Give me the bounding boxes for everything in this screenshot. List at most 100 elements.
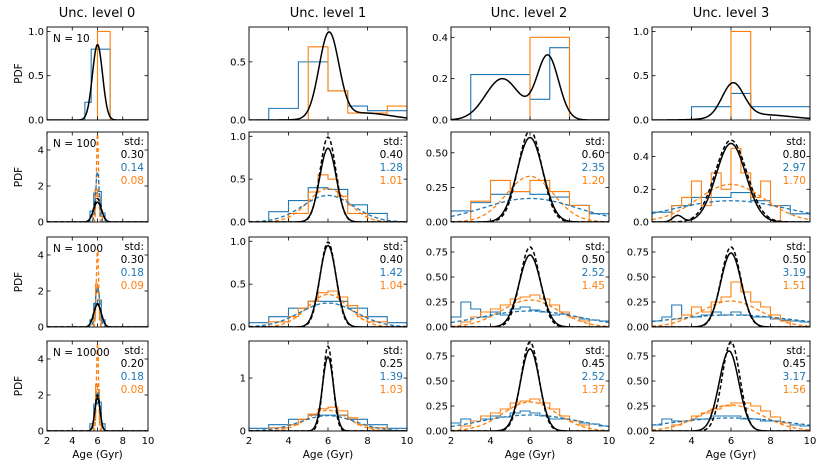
y-tick-label: 0.2	[432, 74, 448, 85]
x-tick-label: 10	[804, 436, 817, 447]
y-axis-label: PDF	[13, 376, 25, 396]
histogram-orange	[470, 179, 590, 222]
curve-black-solid	[47, 303, 148, 327]
std-value-blue: 0.14	[121, 162, 145, 174]
histogram-orange	[671, 402, 791, 431]
histogram-orange	[730, 30, 752, 120]
histogram-blue	[249, 300, 407, 327]
y-tick-label: 0.50	[627, 377, 649, 388]
column-title-3: Unc. level 3	[693, 6, 769, 21]
panel-r3-c2: 2 4 6 8 10 0.00 0.25 0.50 0.75 Age (Gyr) std:0.452…	[426, 340, 616, 461]
curve-orange-dashed	[652, 183, 810, 221]
std-value-black: 0.30	[121, 149, 144, 161]
std-value-orange: 0.08	[121, 384, 144, 396]
curve-orange-dashed	[249, 187, 407, 222]
panel-r0-c1: 0.0 0.5	[230, 26, 408, 127]
std-value-black: 0.40	[380, 254, 403, 266]
x-tick-label: 4	[688, 436, 694, 447]
y-tick-label: 0.25	[426, 298, 448, 309]
std-value-black: 0.40	[380, 149, 403, 161]
std-value-blue: 3.19	[783, 267, 806, 279]
curve-black-dashed	[47, 394, 148, 431]
y-tick-label: 0.75	[627, 248, 649, 259]
y-tick-label: 0.5	[230, 57, 246, 68]
histogram-orange	[268, 406, 388, 431]
y-tick-label: 0	[38, 427, 44, 438]
y-tick-label: 0.25	[426, 183, 448, 194]
y-tick-label: 0.25	[627, 298, 649, 309]
curve-orange-dashed	[451, 401, 609, 431]
column-title-0: Unc. level 0	[59, 6, 135, 21]
panel-r3-c3: 2 4 6 8 10 0.00 0.25 0.50 0.75 Age (Gyr) std:0.453…	[627, 340, 817, 461]
panel-r1-c1: 0.0 0.5 1.0 std:0.401.281.01	[230, 131, 408, 229]
std-value-blue: 3.17	[783, 371, 806, 383]
x-tick-label: 10	[603, 436, 616, 447]
histogram-orange	[268, 290, 388, 327]
plot-area	[451, 246, 609, 327]
x-axis-label: Age (Gyr)	[706, 449, 757, 461]
std-value-black: 0.45	[582, 358, 605, 370]
y-tick-label: 0.4	[633, 152, 649, 163]
std-value-orange: 0.08	[121, 175, 144, 187]
std-value-black: 0.50	[582, 254, 605, 266]
y-tick-label: 2	[38, 287, 44, 298]
x-tick-label: 2	[448, 436, 454, 447]
std-value-orange: 0.09	[121, 280, 144, 292]
histogram-blue	[690, 92, 810, 120]
curve-orange-dashed	[451, 299, 609, 327]
column-title-1: Unc. level 1	[290, 6, 366, 21]
column-title-2: Unc. level 2	[491, 6, 567, 21]
curve-black-solid	[47, 396, 148, 431]
y-tick-label: 0.2	[633, 185, 649, 196]
y-tick-label: 2	[38, 182, 44, 193]
std-value-orange: 1.56	[783, 384, 807, 396]
x-axis-label: Age (Gyr)	[303, 449, 354, 461]
y-tick-label: 0	[240, 427, 246, 438]
std-header: std:	[383, 136, 403, 148]
y-axis-label: PDF	[13, 167, 25, 187]
curve-black-solid	[249, 147, 407, 222]
panel-r1-c2: 0.00 0.25 0.50 std:0.602.351.20	[426, 131, 610, 229]
std-header: std:	[786, 345, 806, 357]
row-label: N = 10000	[53, 347, 110, 359]
y-tick-label: 1.0	[230, 132, 246, 143]
histogram-blue	[451, 190, 609, 222]
x-tick-label: 10	[142, 436, 155, 447]
histogram-blue	[268, 187, 388, 222]
y-tick-label: 0.00	[627, 323, 649, 334]
y-tick-label: 1.0	[633, 27, 649, 38]
y-tick-label: 0.0	[230, 323, 246, 334]
x-tick-label: 8	[566, 436, 572, 447]
y-tick-label: 2	[38, 391, 44, 402]
y-tick-label: 0.0	[633, 218, 649, 229]
x-tick-label: 6	[728, 436, 734, 447]
std-value-orange: 1.37	[582, 384, 605, 396]
panel-r0-c3: 0.0 0.5 1.0	[633, 26, 811, 127]
y-tick-label: 0	[38, 218, 44, 229]
curve-orange-dashed	[249, 293, 407, 327]
plot-area	[249, 241, 407, 327]
curve-blue-dashed	[249, 194, 407, 222]
plot-area	[47, 30, 148, 120]
y-tick-label: 0.0	[633, 116, 649, 127]
curve-black-dashed	[249, 136, 407, 222]
y-tick-label: 0.4	[432, 33, 448, 44]
histogram-orange	[96, 30, 111, 120]
std-value-orange: 1.04	[380, 280, 404, 292]
curve-blue-dashed	[451, 310, 609, 324]
curve-black-dashed	[249, 345, 407, 431]
x-tick-label: 4	[69, 436, 75, 447]
std-header: std:	[124, 345, 144, 357]
y-tick-label: 0.25	[426, 402, 448, 413]
y-tick-label: 0.50	[426, 377, 448, 388]
histogram-blue	[451, 301, 609, 327]
curve-blue-dashed	[652, 314, 810, 323]
y-tick-label: 0.5	[633, 71, 649, 82]
curve-black-solid	[652, 252, 810, 327]
std-value-orange: 1.20	[582, 175, 605, 187]
std-header: std:	[585, 136, 605, 148]
std-value-blue: 1.39	[380, 371, 403, 383]
std-header: std:	[383, 345, 403, 357]
std-header: std:	[124, 136, 144, 148]
std-header: std:	[786, 136, 806, 148]
